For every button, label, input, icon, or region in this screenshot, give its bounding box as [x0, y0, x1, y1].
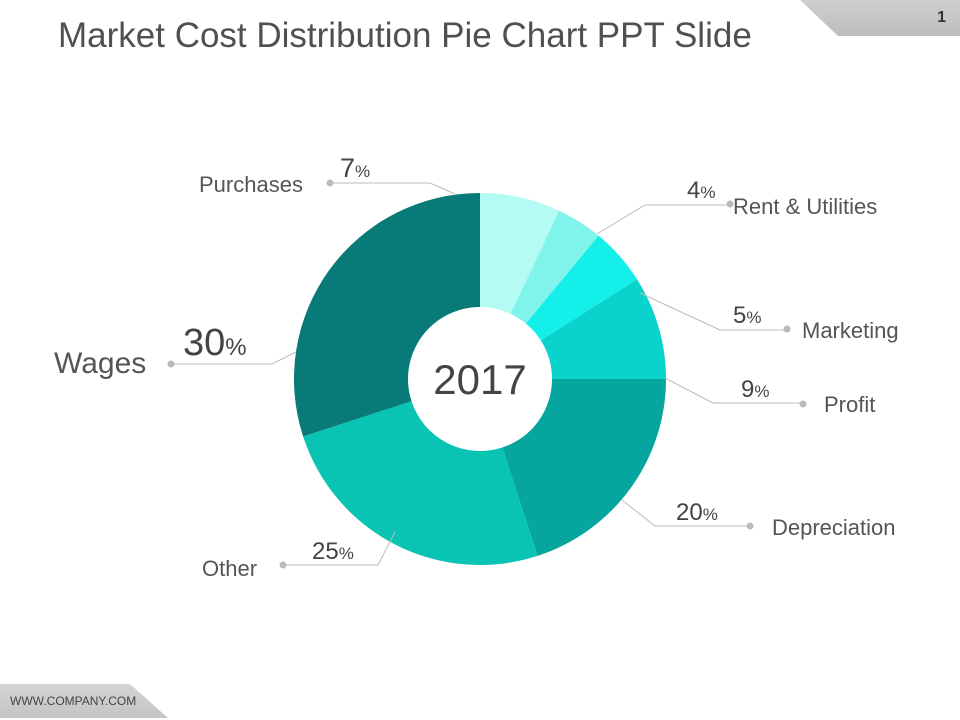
pct-other: 25% [312, 538, 354, 565]
label-wages: Wages [54, 347, 147, 380]
leader-marketing [639, 292, 787, 331]
page-title: Market Cost Distribution Pie Chart PPT S… [58, 16, 752, 55]
leader-profit [664, 377, 803, 404]
dot-wages [167, 360, 175, 368]
label-depreciation: Depreciation [772, 515, 896, 540]
pct-depreciation: 20% [676, 499, 718, 526]
leader-other [283, 531, 396, 566]
dot-depreciation [746, 522, 754, 530]
footer-url: WWW.COMPANY.COM [10, 694, 137, 708]
dot-profit [799, 400, 807, 408]
leader-wages [171, 351, 297, 365]
center-label: 2017 [433, 356, 527, 403]
label-profit: Profit [824, 392, 876, 417]
label-marketing: Marketing [802, 318, 899, 343]
leader-rent [596, 204, 730, 235]
slice-profit [540, 279, 666, 379]
label-other: Other [202, 556, 258, 581]
footer-banner: WWW.COMPANY.COM [0, 684, 168, 718]
slice-other [303, 401, 538, 565]
slice-depreciation [502, 379, 666, 556]
pct-rent: 4% [687, 177, 716, 204]
pct-purchases: 7% [340, 153, 371, 183]
dot-other [279, 561, 287, 569]
pct-marketing: 5% [733, 302, 762, 329]
dot-purchases [326, 179, 334, 187]
dot-marketing [783, 325, 791, 333]
slice-purchases [480, 193, 560, 314]
label-rent: Rent & Utilities [733, 194, 878, 219]
dot-rent [726, 200, 734, 208]
slice-marketing [525, 235, 638, 341]
slice-rent-utilities [510, 210, 599, 324]
leader-depreciation [621, 499, 750, 527]
pct-wages: 30% [183, 322, 247, 364]
leader-purchases [330, 182, 456, 195]
pct-profit: 9% [741, 376, 770, 403]
page-number: 1 [937, 9, 946, 26]
slice-wages [294, 193, 480, 437]
label-purchases: Purchases [199, 172, 303, 197]
